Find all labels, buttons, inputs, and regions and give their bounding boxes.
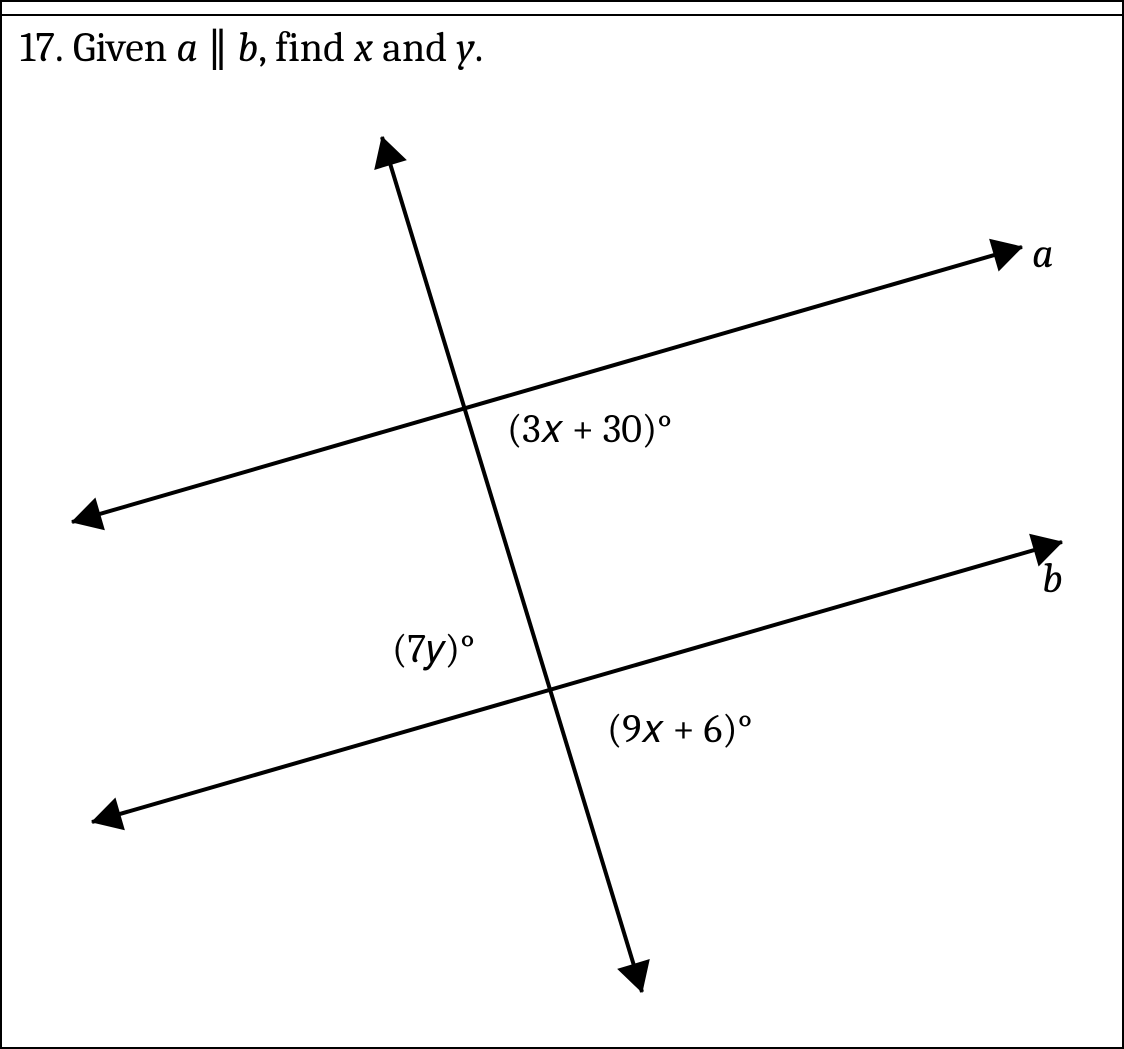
line-transversal <box>382 137 642 992</box>
prompt-y: y <box>456 23 474 72</box>
diagram-wrap: a b (3𝑥 + 30)° (7𝑦)° (9𝑥 + 6)° <box>2 82 1124 1042</box>
arrowhead-icon <box>92 798 124 829</box>
prompt-b: b <box>238 23 259 72</box>
angle-label-bottom-right: (9𝑥 + 6)° <box>607 706 753 752</box>
prompt-given: Given <box>73 23 177 72</box>
angle-label-top-right: (3𝑥 + 30)° <box>507 406 672 452</box>
top-rule <box>2 2 1122 16</box>
prompt-period: . <box>475 23 484 72</box>
prompt-a: a <box>176 23 198 72</box>
problem-prompt: 17. Given a ∥ b, find x and y. <box>20 22 483 72</box>
arrowhead-icon <box>618 960 649 992</box>
arrowhead-icon <box>990 239 1022 270</box>
line-a-label: a <box>1032 229 1054 278</box>
line-b-label: b <box>1042 554 1063 603</box>
line-a <box>72 247 1022 522</box>
arrowhead-icon <box>375 137 406 169</box>
problem-number: 17. <box>20 23 64 72</box>
angle-label-bottom-left: (7𝑦)° <box>392 626 475 672</box>
prompt-rest: , find <box>258 23 354 72</box>
problem-frame: 17. Given a ∥ b, find x and y. ab(3𝑥 + 3… <box>0 0 1124 1049</box>
prompt-parallel: ∥ <box>198 23 237 72</box>
prompt-x: x <box>354 23 373 72</box>
arrowhead-icon <box>72 498 104 529</box>
prompt-and: and <box>373 23 457 72</box>
geometry-diagram: a b (3𝑥 + 30)° (7𝑦)° (9𝑥 + 6)° <box>2 82 1124 1042</box>
